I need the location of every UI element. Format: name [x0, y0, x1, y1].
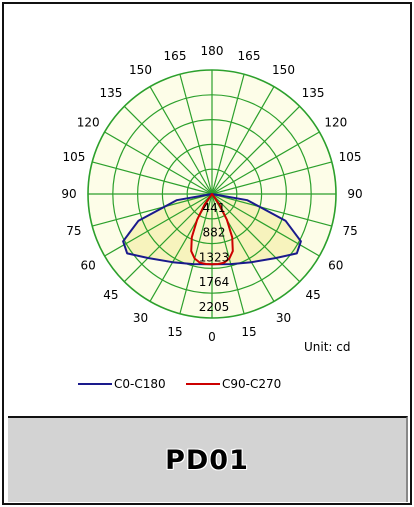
grid-spoke [211, 105, 301, 195]
legend-label-C0-C180: C0-C180 [114, 377, 166, 391]
angle-label: 180 [201, 44, 224, 58]
angle-label: 135 [99, 86, 122, 100]
angle-label: 45 [305, 288, 320, 302]
angle-label: 45 [103, 288, 118, 302]
angle-label: 90 [347, 187, 362, 201]
series-line-C90-C270 [190, 193, 234, 266]
angle-label: 75 [342, 224, 357, 238]
grid-spoke [92, 193, 213, 227]
angle-label: 165 [164, 49, 187, 63]
radial-label: 2205 [199, 300, 230, 314]
angle-label: 105 [62, 150, 85, 164]
legend-label-C90-C270: C90-C270 [222, 377, 281, 391]
radial-label: 1764 [199, 275, 230, 289]
product-name-footer: PD01 [8, 416, 408, 502]
angle-label: 30 [133, 311, 148, 325]
legend: C0-C180 C90-C270 [78, 377, 281, 391]
grid-spoke [211, 193, 332, 227]
series-layer [122, 193, 302, 266]
angle-label: 60 [328, 259, 343, 273]
grid-spoke [104, 131, 213, 195]
angle-label: 120 [77, 116, 100, 130]
grid-spoke [92, 161, 213, 195]
grid-spoke [211, 74, 245, 195]
angle-label: 60 [81, 259, 96, 273]
radial-label: 441 [203, 201, 226, 215]
angle-label: 75 [66, 224, 81, 238]
grid-spoke [211, 193, 320, 257]
angle-label: 15 [241, 325, 256, 339]
angle-label: 150 [129, 63, 152, 77]
angle-label: 135 [302, 86, 325, 100]
grid-spoke [211, 161, 332, 195]
grid-spoke [104, 193, 213, 257]
angle-label: 120 [324, 116, 347, 130]
product-name: PD01 [165, 444, 249, 476]
grid-spoke [211, 86, 275, 195]
grid-spoke [149, 86, 213, 195]
radial-label: 882 [203, 226, 226, 240]
angle-label: 105 [339, 150, 362, 164]
grid-spoke [179, 74, 213, 195]
angle-label: 150 [272, 63, 295, 77]
grid-spoke [211, 193, 245, 314]
radial-label: 1323 [199, 250, 230, 264]
grid-spoke [211, 193, 301, 283]
grid-spoke [211, 131, 320, 195]
angle-label: 30 [276, 311, 291, 325]
angle-label: 0 [208, 330, 216, 344]
unit-label: Unit: cd [304, 340, 351, 354]
grid-spoke [123, 105, 213, 195]
angle-label: 90 [61, 187, 76, 201]
angle-label: 165 [238, 49, 261, 63]
grid-spoke [123, 193, 213, 283]
grid-spoke [179, 193, 213, 314]
angle-label: 15 [167, 325, 182, 339]
tick-label-layer: 180 1651651501501351351201201051059090757… [61, 44, 362, 344]
polar-chart: 180 1651651501501351351201201051059090757… [61, 44, 362, 391]
